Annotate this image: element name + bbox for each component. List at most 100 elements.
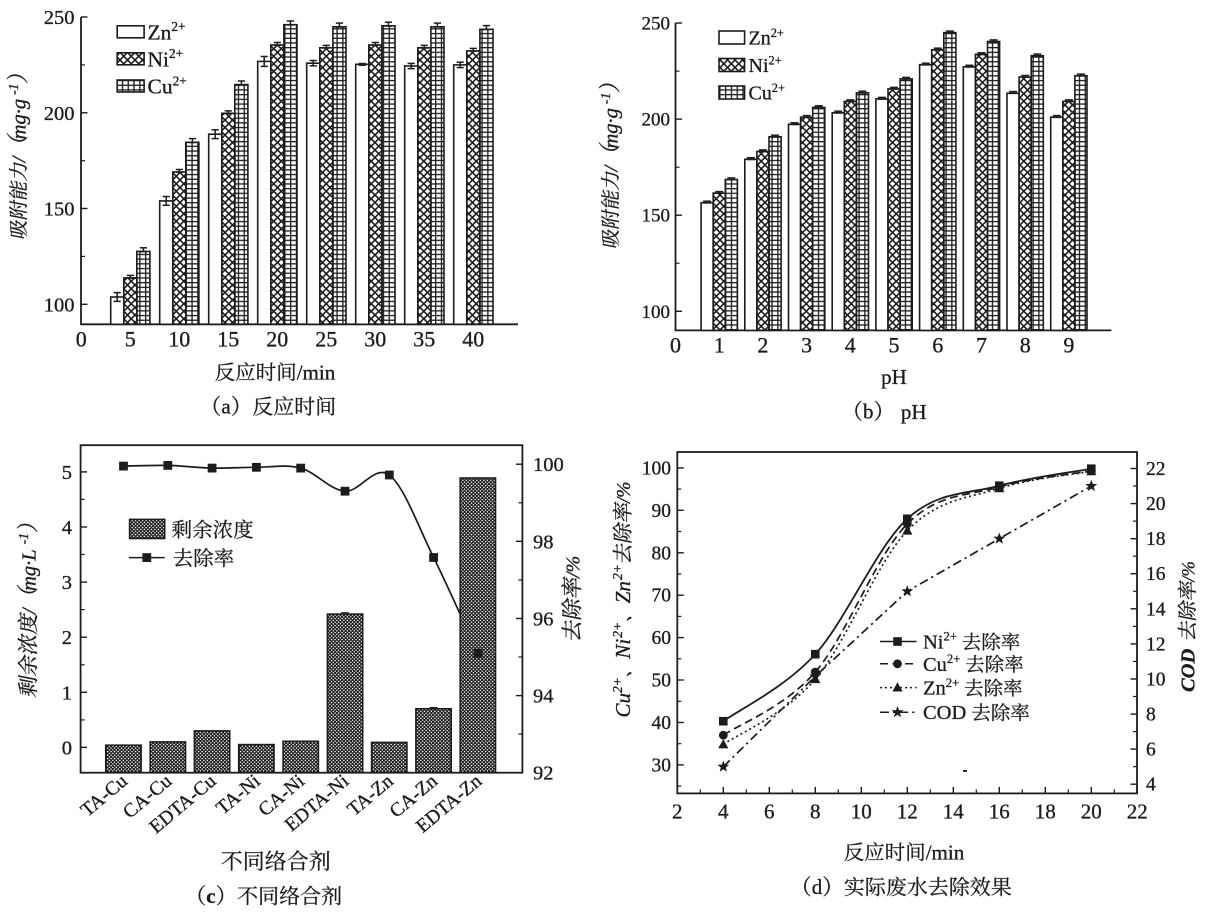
svg-text:/%: /% [614, 481, 635, 504]
svg-text:20: 20 [1081, 800, 1102, 824]
svg-text:250: 250 [44, 7, 75, 29]
svg-text:/: / [601, 163, 623, 172]
svg-text:d: d [812, 875, 823, 899]
svg-text:4: 4 [718, 800, 729, 824]
svg-text:92: 92 [533, 763, 554, 785]
svg-text:4: 4 [1146, 775, 1156, 796]
svg-text:Cu: Cu [611, 693, 635, 718]
svg-text:16: 16 [1146, 564, 1166, 585]
svg-text:2+: 2+ [610, 564, 625, 580]
svg-text:10: 10 [168, 327, 190, 352]
svg-text:2+: 2+ [173, 73, 187, 88]
svg-text:80: 80 [652, 543, 672, 564]
svg-text:10: 10 [851, 800, 872, 824]
svg-text:Zn: Zn [611, 581, 635, 603]
svg-text:5: 5 [62, 462, 72, 484]
svg-text:Ni: Ni [611, 639, 635, 660]
svg-text:/: / [19, 606, 41, 615]
svg-text:6: 6 [1146, 740, 1156, 761]
svg-text:100: 100 [533, 454, 564, 476]
svg-text:40: 40 [652, 713, 672, 734]
svg-text:6: 6 [764, 800, 775, 824]
svg-text:4: 4 [62, 517, 72, 539]
svg-text:Cu: Cu [923, 654, 947, 676]
svg-text:5: 5 [889, 333, 900, 358]
svg-text:2+: 2+ [169, 46, 183, 61]
svg-text:250: 250 [642, 14, 671, 35]
svg-text:2+: 2+ [772, 81, 785, 95]
svg-text:18: 18 [1035, 800, 1056, 824]
svg-text:Zn: Zn [148, 20, 172, 44]
svg-text:5: 5 [125, 327, 136, 352]
svg-text:98: 98 [533, 531, 554, 553]
svg-text:0: 0 [670, 333, 681, 358]
svg-text:100: 100 [642, 302, 671, 323]
svg-text:-1: -1 [17, 533, 32, 545]
svg-text:12: 12 [1146, 634, 1166, 655]
svg-text:2+: 2+ [946, 676, 960, 690]
svg-text:94: 94 [533, 686, 554, 708]
svg-text:2+: 2+ [171, 19, 185, 34]
svg-text:100: 100 [44, 294, 75, 316]
svg-text:0: 0 [62, 737, 72, 759]
svg-text:Ni: Ni [148, 47, 170, 71]
svg-text:20: 20 [1146, 494, 1166, 515]
svg-text:15: 15 [217, 327, 239, 352]
svg-text:4: 4 [845, 333, 856, 358]
svg-text:2: 2 [62, 627, 72, 649]
svg-text:70: 70 [652, 586, 672, 607]
svg-text:2+: 2+ [610, 677, 625, 693]
svg-text:1: 1 [62, 682, 72, 704]
svg-text:12: 12 [897, 800, 918, 824]
svg-text:50: 50 [652, 671, 672, 692]
svg-text:60: 60 [652, 628, 672, 649]
svg-text:150: 150 [44, 199, 75, 221]
svg-text:2+: 2+ [944, 630, 958, 644]
svg-text:Ni: Ni [749, 55, 769, 77]
svg-text:40: 40 [462, 327, 484, 352]
svg-text:200: 200 [642, 110, 671, 131]
svg-text:8: 8 [1146, 705, 1156, 726]
svg-text:20: 20 [266, 327, 288, 352]
svg-text:25: 25 [315, 327, 337, 352]
svg-text:mg·L: mg·L [19, 549, 41, 591]
svg-text:2+: 2+ [769, 53, 782, 67]
svg-text:2: 2 [757, 333, 768, 358]
svg-text:3: 3 [62, 572, 72, 594]
svg-text:Zn: Zn [923, 678, 946, 700]
svg-text:18: 18 [1146, 529, 1166, 550]
svg-text:150: 150 [642, 206, 671, 227]
svg-text:-1: -1 [7, 83, 22, 95]
svg-text:/min: /min [926, 841, 965, 865]
svg-text:/min: /min [297, 361, 336, 385]
svg-text:c: c [206, 884, 215, 908]
svg-text:0: 0 [76, 327, 87, 352]
svg-text:30: 30 [652, 755, 672, 776]
svg-text:-1: -1 [599, 93, 614, 105]
svg-text:mg·g: mg·g [601, 108, 623, 148]
svg-text:16: 16 [989, 800, 1010, 824]
svg-text:pH: pH [881, 365, 907, 389]
svg-text:8: 8 [1020, 333, 1031, 358]
svg-text:22: 22 [1146, 459, 1166, 480]
svg-text:2+: 2+ [947, 652, 961, 666]
svg-text:6: 6 [932, 333, 943, 358]
svg-text:96: 96 [533, 609, 554, 631]
svg-text:Ni: Ni [923, 632, 944, 654]
svg-text:14: 14 [943, 800, 965, 824]
svg-text:9: 9 [1063, 333, 1074, 358]
svg-text:14: 14 [1146, 599, 1166, 620]
svg-text:2+: 2+ [771, 26, 784, 40]
svg-text:7: 7 [976, 333, 987, 358]
svg-text:10: 10 [1146, 670, 1166, 691]
svg-text:b: b [863, 400, 874, 424]
svg-text:8: 8 [810, 800, 821, 824]
svg-text:pH: pH [901, 400, 927, 424]
svg-text:2+: 2+ [610, 622, 625, 638]
svg-text:200: 200 [44, 103, 75, 125]
svg-text:COD: COD [1178, 649, 1200, 692]
svg-text:100: 100 [642, 458, 671, 479]
svg-text:2: 2 [672, 800, 683, 824]
svg-text:90: 90 [652, 501, 672, 522]
svg-text:35: 35 [413, 327, 435, 352]
